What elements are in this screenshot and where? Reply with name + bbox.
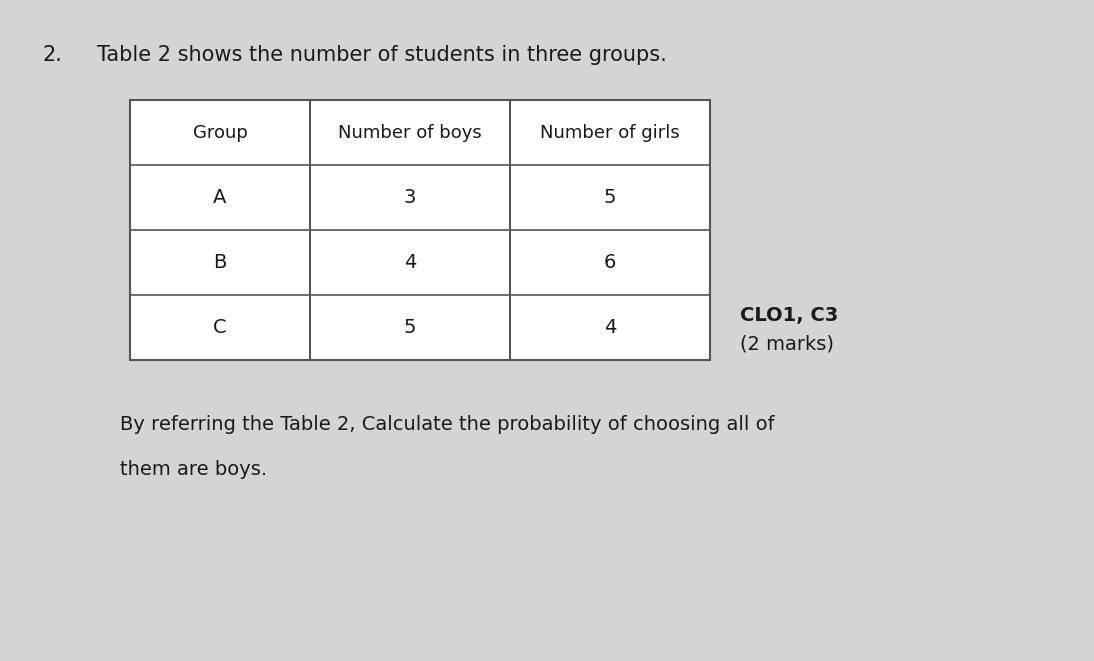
Text: CLO1, C3: CLO1, C3 — [740, 306, 838, 325]
Text: 3: 3 — [404, 188, 416, 207]
Bar — [130, 100, 710, 360]
Text: Table 2 shows the number of students in three groups.: Table 2 shows the number of students in … — [97, 45, 666, 65]
Text: 2.: 2. — [42, 45, 62, 65]
Text: 5: 5 — [604, 188, 616, 207]
Bar — [130, 100, 710, 360]
Text: Number of girls: Number of girls — [540, 124, 679, 141]
Text: 4: 4 — [604, 318, 616, 337]
Text: 4: 4 — [404, 253, 416, 272]
Text: Number of boys: Number of boys — [338, 124, 481, 141]
Text: C: C — [213, 318, 226, 337]
Text: By referring the Table 2, Calculate the probability of choosing all of: By referring the Table 2, Calculate the … — [120, 415, 775, 434]
Text: them are boys.: them are boys. — [120, 460, 267, 479]
Text: 5: 5 — [404, 318, 416, 337]
Text: B: B — [213, 253, 226, 272]
Text: Group: Group — [193, 124, 247, 141]
Text: A: A — [213, 188, 226, 207]
Text: 6: 6 — [604, 253, 616, 272]
Text: (2 marks): (2 marks) — [740, 334, 834, 353]
